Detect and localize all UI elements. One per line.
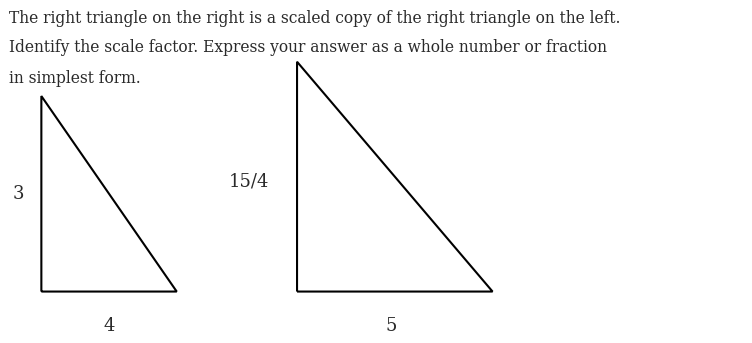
Text: Identify the scale factor. Express your answer as a whole number or fraction: Identify the scale factor. Express your …: [9, 39, 607, 57]
Text: The right triangle on the right is a scaled copy of the right triangle on the le: The right triangle on the right is a sca…: [9, 10, 620, 27]
Text: 15/4: 15/4: [229, 173, 269, 191]
Text: 3: 3: [13, 185, 24, 203]
Text: in simplest form.: in simplest form.: [9, 70, 141, 87]
Text: 5: 5: [385, 317, 397, 335]
Text: 4: 4: [103, 317, 115, 335]
